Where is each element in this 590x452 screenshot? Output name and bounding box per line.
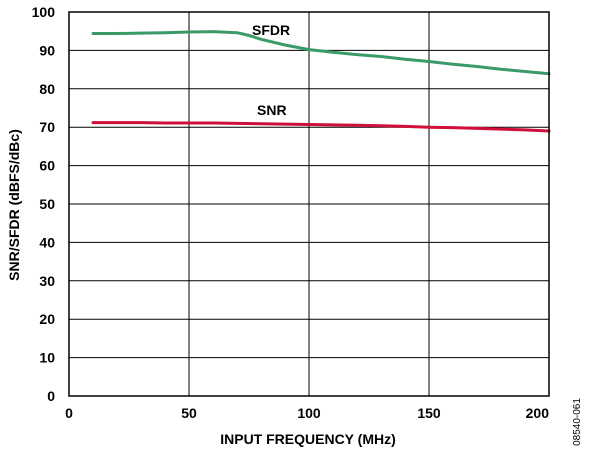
y-tick-labels: 0 10 20 30 40 50 60 70 80 90 100 bbox=[32, 4, 56, 404]
y-tick-label: 60 bbox=[39, 158, 55, 174]
sfdr-series-label: SFDR bbox=[252, 22, 290, 38]
y-tick-label: 80 bbox=[39, 81, 55, 97]
x-tick-label: 100 bbox=[297, 405, 321, 421]
sfdr-line bbox=[91, 30, 551, 76]
x-tick-label: 200 bbox=[526, 405, 550, 421]
y-tick-label: 50 bbox=[39, 196, 55, 212]
x-tick-label: 0 bbox=[65, 405, 73, 421]
y-tick-label: 40 bbox=[39, 234, 55, 250]
y-tick-label: 100 bbox=[32, 4, 56, 20]
y-tick-label: 30 bbox=[39, 273, 55, 289]
plot-frame bbox=[68, 11, 550, 397]
y-axis-title: SNR/SFDR (dBFS/dBc) bbox=[6, 129, 22, 281]
grid-lines bbox=[68, 11, 550, 397]
x-tick-labels: 0 50 100 150 200 bbox=[65, 405, 549, 421]
snr-line bbox=[91, 121, 551, 133]
series-lines bbox=[91, 30, 551, 133]
figure-id: 08540-061 bbox=[572, 398, 583, 446]
x-tick-label: 150 bbox=[417, 405, 441, 421]
x-tick-label: 50 bbox=[181, 405, 197, 421]
snr-series-label: SNR bbox=[257, 102, 287, 118]
y-tick-label: 90 bbox=[39, 42, 55, 58]
y-tick-label: 20 bbox=[39, 311, 55, 327]
y-tick-label: 0 bbox=[47, 388, 55, 404]
y-tick-label: 70 bbox=[39, 119, 55, 135]
x-axis-title: INPUT FREQUENCY (MHz) bbox=[220, 431, 396, 447]
y-tick-label: 10 bbox=[39, 350, 55, 366]
